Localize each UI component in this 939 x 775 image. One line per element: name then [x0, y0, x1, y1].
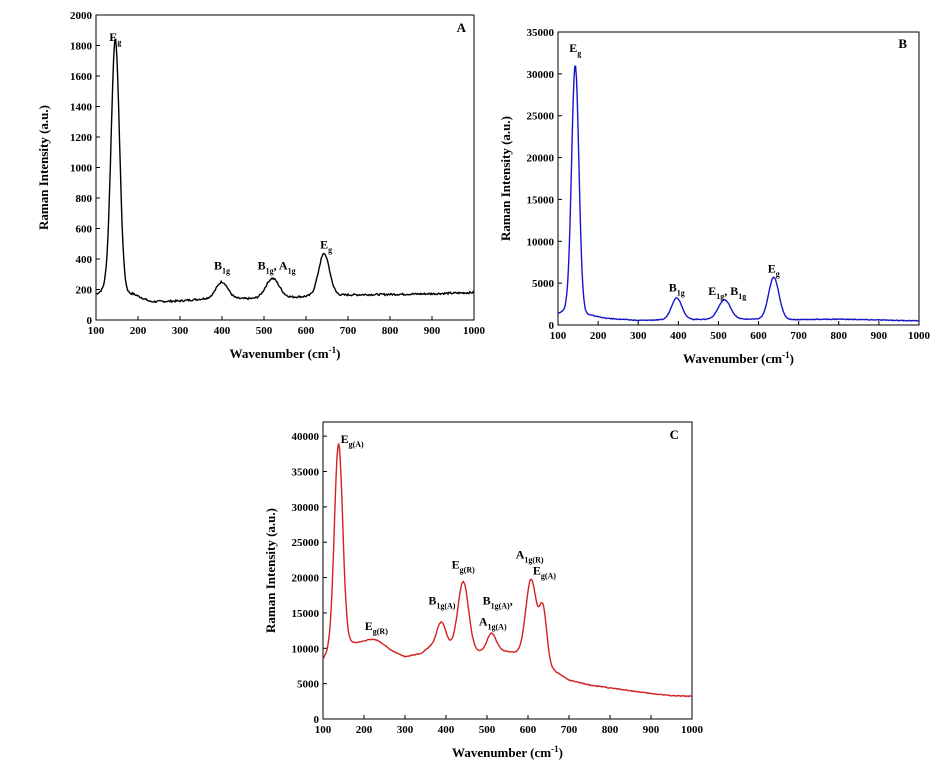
x-tick-label: 300 [397, 724, 414, 736]
y-tick-label: 35000 [527, 27, 555, 39]
raman-chart-b: 100 200 300 400 500 600 700 800 900 1000050001000… [498, 27, 931, 366]
y-tick-label: 30000 [527, 69, 555, 81]
x-tick-label: 700 [790, 330, 807, 342]
x-tick-label: 400 [670, 330, 687, 342]
peak-annotation-c2: B1g(A) [428, 593, 455, 610]
x-tick-label: 800 [382, 325, 399, 337]
peak-annotation-a2: B1g, A1g [258, 259, 296, 276]
x-tick-label: 900 [643, 724, 660, 736]
y-tick-label: 800 [76, 193, 93, 205]
y-tick-label: 5000 [532, 278, 555, 290]
x-tick-label: 700 [340, 325, 357, 337]
x-tick-label: 600 [520, 724, 537, 736]
series-line-c [322, 443, 693, 698]
y-tick-label: 1600 [70, 71, 93, 83]
peak-annotation-c4: B1g(A), [483, 593, 513, 610]
y-tick-label: 0 [314, 714, 320, 726]
peak-annotation-c6: A1g(R) [516, 547, 544, 564]
series-line-b [557, 65, 919, 322]
x-tick-label: 300 [172, 325, 189, 337]
y-tick-label: 600 [76, 224, 93, 236]
peak-annotation-c5: A1g(A) [479, 615, 507, 632]
x-tick-label: 900 [871, 330, 888, 342]
x-tick-label: 600 [298, 325, 315, 337]
y-axis-label: Raman Intensity (a.u.) [36, 105, 51, 230]
plot-frame [557, 31, 920, 326]
y-tick-label: 1800 [70, 41, 93, 53]
y-tick-label: 20000 [527, 153, 555, 165]
x-tick-label: 100 [88, 325, 105, 337]
peak-annotation-a1: B1g [214, 259, 230, 276]
x-axis-label: Wavenumber (cm-1) [452, 744, 563, 760]
x-tick-label: 700 [561, 724, 578, 736]
peak-annotation-c1: Eg(R) [365, 619, 388, 636]
peak-annotation-a3: Eg [320, 237, 332, 254]
x-tick-label: 1000 [908, 330, 931, 342]
x-tick-label: 500 [710, 330, 727, 342]
x-tick-label: 500 [479, 724, 496, 736]
y-tick-label: 0 [549, 320, 555, 332]
x-axis-label: Wavenumber (cm-1) [230, 345, 341, 361]
panel-label: B [898, 36, 907, 51]
y-tick-label: 1200 [70, 132, 93, 144]
x-tick-label: 200 [130, 325, 147, 337]
x-tick-label: 900 [424, 325, 441, 337]
peak-annotation-b0: Eg [569, 41, 581, 58]
x-tick-label: 300 [630, 330, 647, 342]
plot-frame [322, 421, 693, 720]
y-tick-label: 40000 [292, 431, 320, 443]
raman-chart-a: 100 200 300 400 500 600 700 800 900 1000 0 200 400 60… [36, 10, 486, 361]
peak-annotation-c3: Eg(R) [452, 557, 475, 574]
y-tick-label: 25000 [527, 111, 555, 123]
y-tick-label: 25000 [292, 537, 320, 549]
y-tick-label: 200 [76, 285, 93, 297]
peak-annotation-c7: Eg(A) [533, 564, 556, 581]
x-tick-label: 600 [750, 330, 767, 342]
y-tick-label: 2000 [70, 10, 93, 22]
peak-annotation-b3: Eg [768, 261, 780, 278]
peak-annotation-b1: B1g [669, 281, 685, 298]
y-tick-label: 1400 [70, 102, 93, 114]
x-tick-label: 400 [214, 325, 231, 337]
y-tick-label: 1000 [70, 163, 93, 175]
x-tick-label: 200 [590, 330, 607, 342]
peak-annotation-c0: Eg(A) [341, 432, 364, 449]
y-tick-label: 10000 [292, 643, 320, 655]
plot-frame [95, 14, 475, 321]
y-axis-label: Raman Intensity (a.u.) [263, 508, 278, 633]
raman-chart-c: 100 200 300 400 500 600 700 800 900 1000050001000… [263, 421, 704, 760]
panel-label: A [457, 20, 467, 35]
y-tick-label: 5000 [297, 679, 320, 691]
y-tick-label: 0 [87, 315, 93, 327]
x-tick-label: 100 [550, 330, 567, 342]
x-tick-label: 800 [602, 724, 619, 736]
y-tick-label: 35000 [292, 467, 320, 479]
x-tick-label: 1000 [463, 325, 486, 337]
y-tick-label: 20000 [292, 573, 320, 585]
x-tick-label: 800 [831, 330, 848, 342]
y-tick-label: 10000 [527, 236, 555, 248]
x-tick-label: 1000 [681, 724, 704, 736]
x-tick-label: 500 [256, 325, 273, 337]
y-tick-label: 15000 [527, 194, 555, 206]
x-tick-label: 100 [315, 724, 332, 736]
x-tick-label: 400 [438, 724, 455, 736]
x-axis-label: Wavenumber (cm-1) [683, 350, 794, 366]
series-line-a [95, 38, 475, 304]
panel-label: C [670, 427, 679, 442]
peak-annotation-a0: Eg [109, 30, 121, 47]
y-tick-label: 30000 [292, 502, 320, 514]
y-tick-label: 400 [76, 254, 93, 266]
y-tick-label: 15000 [292, 608, 320, 620]
x-tick-label: 200 [356, 724, 373, 736]
peak-annotation-b2: E1g, B1g [708, 284, 746, 301]
y-axis-label: Raman Intensity (a.u.) [498, 116, 513, 241]
